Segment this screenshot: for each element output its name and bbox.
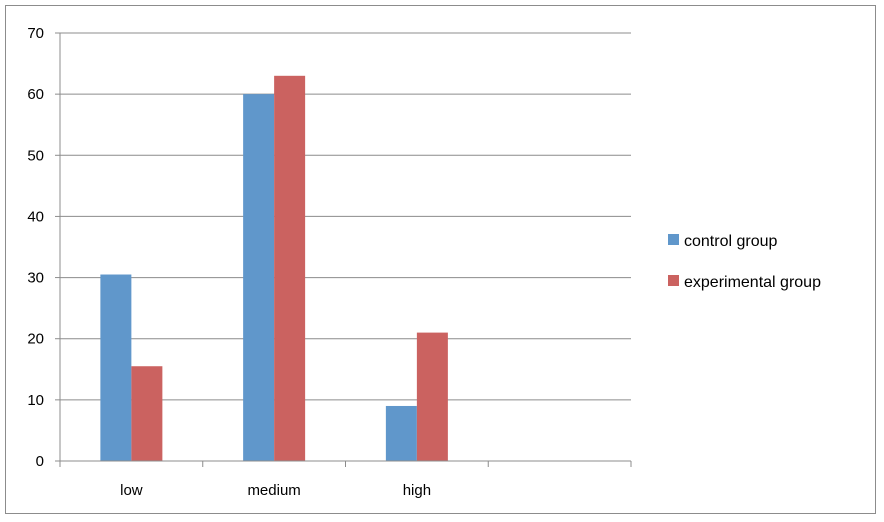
x-tick-label-medium: medium (247, 482, 300, 499)
legend-entry-control: control group (668, 233, 777, 250)
bar-control-medium (243, 94, 275, 462)
bar-experimental-low (131, 366, 163, 461)
legend-swatch-control (668, 234, 679, 245)
bars (100, 75, 448, 462)
legend-label-experimental: experimental group (684, 274, 821, 291)
y-tick-label-30: 30 (27, 270, 44, 287)
y-tick-label-20: 20 (27, 331, 44, 348)
y-tick-label-40: 40 (27, 208, 44, 225)
legend-label-control: control group (684, 233, 777, 250)
bar-experimental-high (416, 332, 448, 461)
y-tick-label-50: 50 (27, 147, 44, 164)
x-tick-label-low: low (120, 482, 143, 499)
y-tick-label-0: 0 (36, 453, 44, 470)
y-tick-label-60: 60 (27, 86, 44, 103)
bar-experimental-medium (274, 75, 306, 462)
y-tick-labels: 0 10 20 30 40 50 60 70 (27, 25, 44, 470)
legend-entry-experimental: experimental group (668, 274, 821, 291)
y-tick-label-70: 70 (27, 25, 44, 42)
x-tick-labels: low medium high (120, 482, 431, 499)
x-tick-label-high: high (403, 482, 431, 499)
bar-control-high (385, 405, 417, 461)
legend: control group experimental group (668, 233, 821, 291)
legend-swatch-experimental (668, 275, 679, 286)
axes (59, 33, 632, 467)
bar-control-low (100, 274, 132, 461)
y-tick-label-10: 10 (27, 392, 44, 409)
